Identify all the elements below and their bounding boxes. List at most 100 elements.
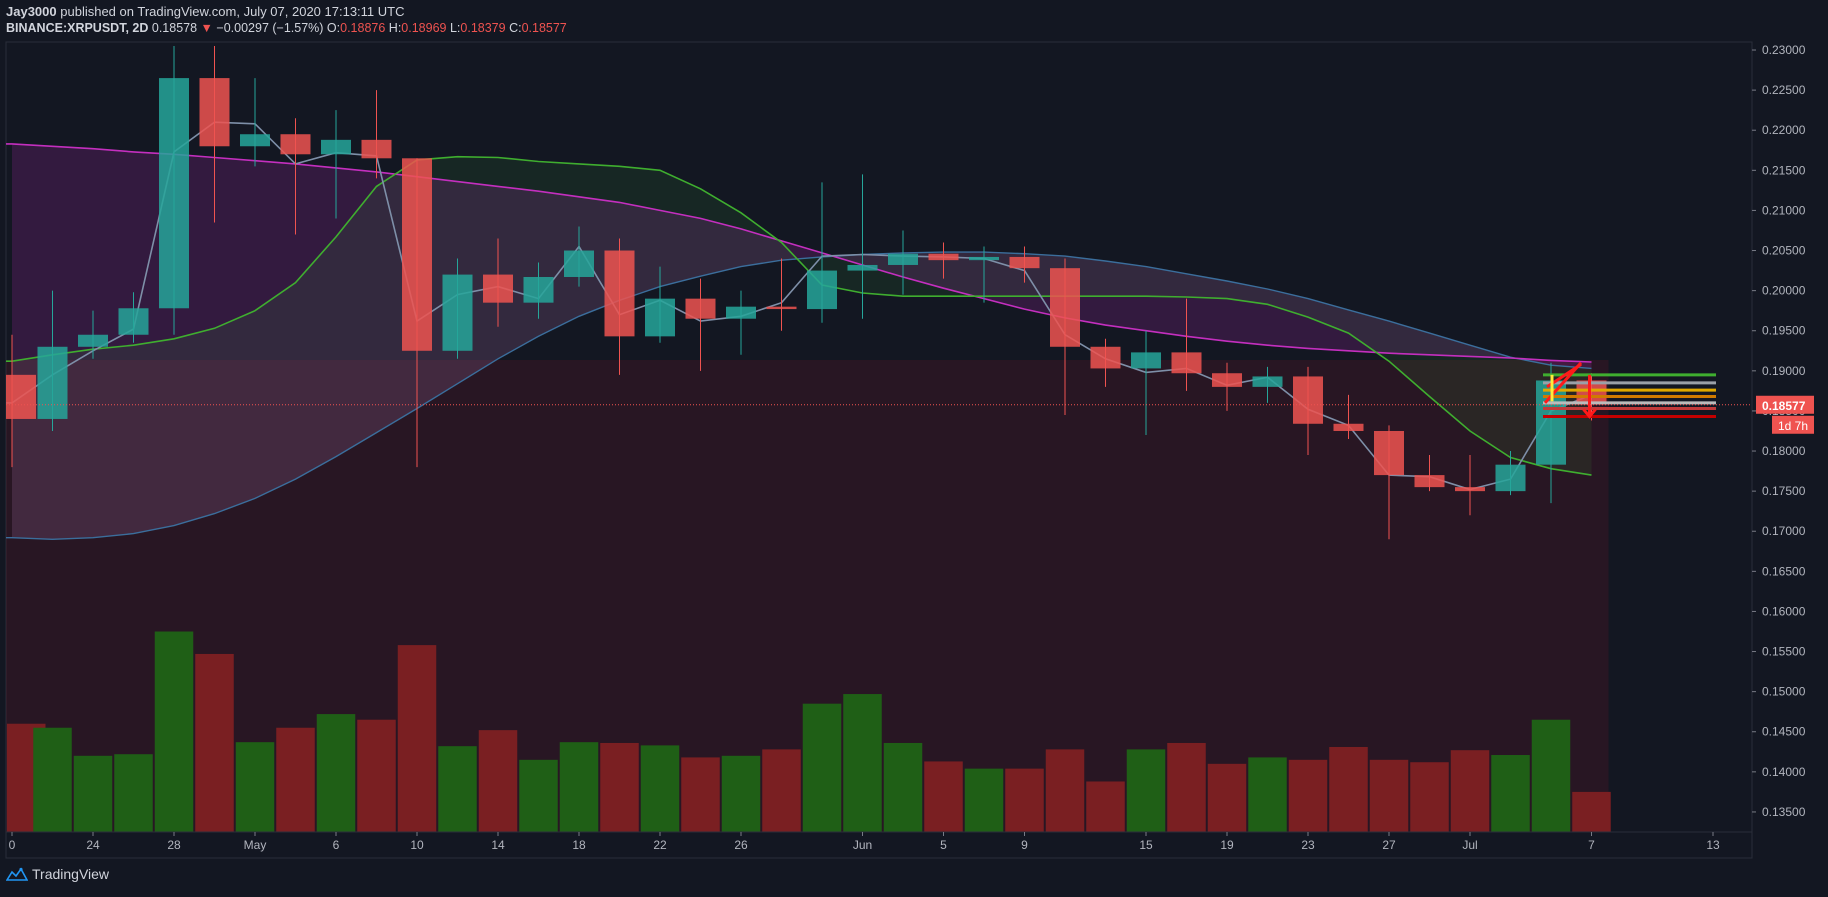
volume-bar <box>235 742 275 832</box>
ma-mid-line <box>6 155 1592 476</box>
time-tick-label: 14 <box>491 838 505 852</box>
volume-bar <box>1248 757 1287 832</box>
candle-body <box>159 78 189 309</box>
last-price-label: 0.18577 <box>1762 399 1806 413</box>
price-tick-label: 0.21500 <box>1762 163 1806 177</box>
volume-bar <box>1086 781 1125 832</box>
candle-body <box>1009 256 1040 269</box>
time-tick-label: 6 <box>333 838 340 852</box>
countdown-label: 1d 7h <box>1778 419 1808 433</box>
last-price: 0.18578 <box>151 21 198 35</box>
high-label: H: <box>388 21 402 35</box>
footer-brand[interactable]: TradingView <box>6 866 109 882</box>
candle-body <box>766 306 797 310</box>
price-tick-label: 0.22500 <box>1762 83 1806 97</box>
price-tick-label: 0.13500 <box>1762 805 1806 819</box>
last-price-box <box>1756 395 1814 414</box>
volume-bar <box>843 694 882 832</box>
candle-body <box>1495 464 1526 492</box>
candle-body <box>361 139 392 159</box>
volume-bar <box>1491 755 1530 832</box>
down-arrow-icon <box>1582 374 1597 419</box>
volume-bar <box>195 653 234 832</box>
candle-body <box>321 139 351 155</box>
candle-body <box>240 134 270 147</box>
candle-body <box>685 298 716 319</box>
candle-body <box>1090 346 1121 369</box>
volume-bar <box>802 703 842 832</box>
time-tick-label: 13 <box>1706 838 1720 852</box>
volume-bars <box>7 631 1611 832</box>
price-tick-label: 0.15000 <box>1762 685 1806 699</box>
time-tick-label: 18 <box>572 838 586 852</box>
volume-bar <box>559 742 599 832</box>
price-tick-label: 0.17000 <box>1762 524 1806 538</box>
price-change: −0.00297 (−1.57%) <box>216 21 324 35</box>
high-value: 0.18969 <box>401 21 447 35</box>
countdown-box <box>1772 415 1814 434</box>
low-label: L: <box>449 21 461 35</box>
published-info: published on TradingView.com, July 07, 2… <box>60 4 405 19</box>
volume-bar <box>438 746 477 832</box>
time-tick-label: 10 <box>410 838 424 852</box>
volume-bar <box>1329 746 1368 832</box>
candle-body <box>1171 352 1202 374</box>
candle-body <box>118 308 149 335</box>
author-name[interactable]: Jay3000 <box>6 4 57 19</box>
candle-body <box>1212 373 1242 387</box>
publisher-line: Jay3000 published on TradingView.com, Ju… <box>6 3 1828 20</box>
volume-bar <box>519 759 558 832</box>
open-value: 0.18876 <box>340 21 386 35</box>
volume-bar <box>73 755 113 832</box>
volume-bar <box>964 768 1004 832</box>
volume-bar <box>1369 759 1409 832</box>
volume-bar <box>316 714 356 832</box>
ma-slow-line <box>6 143 1592 363</box>
candle-body <box>78 334 108 347</box>
volume-bar <box>640 745 680 832</box>
price-tick-label: 0.14500 <box>1762 725 1806 739</box>
time-tick-label: May <box>244 838 267 852</box>
volume-bar <box>721 755 761 832</box>
time-tick-label: 28 <box>167 838 181 852</box>
candle-body <box>1252 376 1283 387</box>
candle-body <box>1333 423 1364 431</box>
volume-bar <box>1045 749 1085 832</box>
volume-bar <box>397 645 437 832</box>
price-tick-label: 0.15500 <box>1762 645 1806 659</box>
drawing-annotations <box>6 361 1752 419</box>
candle-body <box>564 250 594 277</box>
candle-body <box>280 134 311 155</box>
close-label: C: <box>509 21 522 35</box>
time-tick-label: 0 <box>9 838 16 852</box>
volume-bar <box>114 754 153 832</box>
price-tick-label: 0.17500 <box>1762 484 1806 498</box>
time-tick-label: 23 <box>1301 838 1315 852</box>
volume-bar <box>762 749 801 832</box>
volume-bar <box>1531 719 1571 832</box>
price-tick-label: 0.19000 <box>1762 364 1806 378</box>
time-tick-label: 7 <box>1588 838 1595 852</box>
candle-body <box>645 298 675 337</box>
candle-body <box>928 253 959 261</box>
price-tick-label: 0.18000 <box>1762 444 1806 458</box>
volume-bar <box>1450 750 1490 832</box>
price-tick-label: 0.21000 <box>1762 203 1806 217</box>
price-tick-label: 0.20000 <box>1762 284 1806 298</box>
time-tick-label: 15 <box>1139 838 1153 852</box>
tradingview-logo-icon <box>6 867 28 881</box>
candle-body <box>807 270 837 310</box>
candle-body <box>888 253 918 265</box>
candle-body <box>1414 475 1445 488</box>
candle-body <box>523 276 554 303</box>
candle-body <box>1131 352 1161 369</box>
volume-bar <box>478 730 518 832</box>
time-tick-label: 24 <box>86 838 100 852</box>
axes: 0.23000 0.22500 0.22000 0.21500 0.21000 0.205… <box>5 42 1814 859</box>
candle-body <box>483 274 513 303</box>
volume-bar <box>1126 749 1166 832</box>
close-value: 0.18577 <box>521 21 567 35</box>
candle-body <box>199 78 230 147</box>
volume-bar <box>1288 759 1328 832</box>
